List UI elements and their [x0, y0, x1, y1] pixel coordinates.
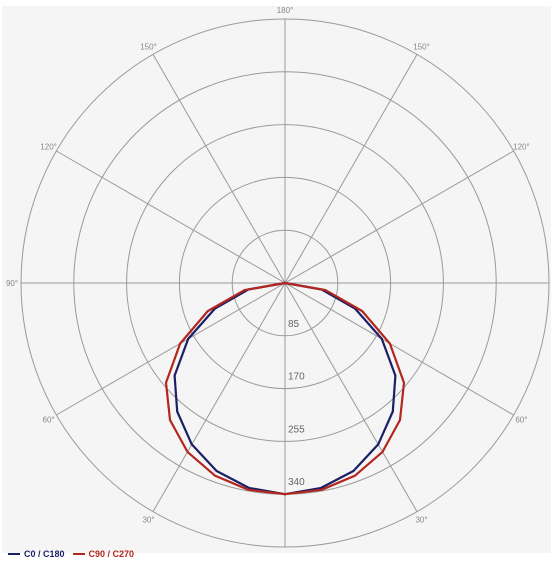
radial-tick-label: 255	[288, 424, 305, 435]
angle-label: 60°	[43, 416, 55, 425]
series-0-point	[173, 374, 176, 377]
series-0-point	[187, 337, 190, 340]
series-0-point	[247, 486, 250, 489]
series-1-point	[247, 488, 250, 491]
series-1-point	[213, 474, 216, 477]
series-1-point	[206, 310, 209, 313]
legend-label-c90-c270: C90 / C270	[88, 549, 135, 559]
legend-swatch-c90-c270	[72, 553, 85, 555]
angle-label: 180°	[277, 6, 294, 15]
angle-label: 150°	[140, 43, 157, 52]
angle-label: 120°	[40, 143, 57, 152]
series-0-point	[394, 374, 397, 377]
angle-label: 0°	[281, 552, 289, 553]
series-0-point	[176, 410, 179, 413]
series-1-point	[284, 282, 286, 284]
series-1-point	[284, 493, 286, 496]
series-1-point	[354, 474, 357, 477]
angle-label: 150°	[413, 43, 430, 52]
series-1-point	[381, 450, 384, 453]
series-1-point	[169, 419, 172, 422]
angle-label: 30°	[142, 515, 154, 524]
series-0-point	[377, 443, 380, 446]
series-1-point	[388, 342, 391, 345]
series-0-point	[320, 486, 323, 489]
series-0-point	[380, 337, 383, 340]
series-1-point	[186, 450, 189, 453]
legend: C0 / C180 C90 / C270	[8, 549, 134, 559]
legend-label-c0-c180: C0 / C180	[24, 549, 65, 559]
series-1-point	[179, 342, 182, 345]
series-0-point	[190, 443, 193, 446]
radial-tick-label: 85	[288, 319, 300, 330]
legend-item-c90-c270: C90 / C270	[72, 549, 135, 559]
angle-label: 120°	[513, 143, 530, 152]
legend-item-c0-c180: C0 / C180	[8, 549, 65, 559]
radial-tick-label: 170	[288, 372, 305, 383]
angle-label: 60°	[515, 416, 527, 425]
radial-tick-label: 340	[288, 477, 305, 488]
series-1-point	[243, 289, 246, 292]
angle-label: 30°	[415, 515, 427, 524]
series-0-point	[391, 410, 394, 413]
legend-swatch-c0-c180	[8, 553, 20, 555]
series-1-point	[320, 488, 323, 491]
series-1-point	[165, 381, 168, 384]
series-1-point	[402, 381, 405, 384]
series-1-point	[398, 419, 401, 422]
series-1-point	[361, 310, 364, 313]
series-1-point	[324, 289, 327, 292]
angle-label: 90°	[6, 279, 18, 288]
series-0-point	[215, 469, 218, 472]
series-0-point	[352, 469, 355, 472]
